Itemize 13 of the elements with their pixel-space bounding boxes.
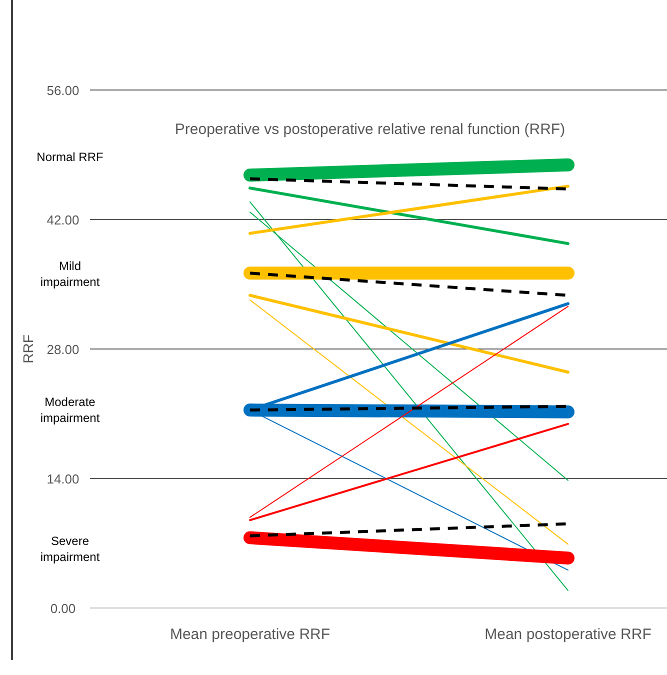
annotation: Mild impairment <box>40 259 100 289</box>
y-tick-label: 28.00 <box>46 342 80 357</box>
y-tick-label: 42.00 <box>46 212 80 228</box>
x-tick-label: Mean postoperative RRF <box>484 626 652 643</box>
y-tick-label: 14.00 <box>46 472 80 486</box>
annotation: Severe impairment <box>40 534 100 564</box>
x-tick-label: Mean preoperative RRF <box>170 626 330 643</box>
annotation: Moderate impairment <box>40 395 100 425</box>
y-tick-label: 56.00 <box>46 83 80 98</box>
annotation: Normal RRF <box>36 150 104 164</box>
text: Preoperative vs postoperative relative renal function (RRF) <box>174 121 566 138</box>
y-axis-title: RRF <box>20 334 36 364</box>
y-tick-label: 0.00 <box>50 601 76 616</box>
